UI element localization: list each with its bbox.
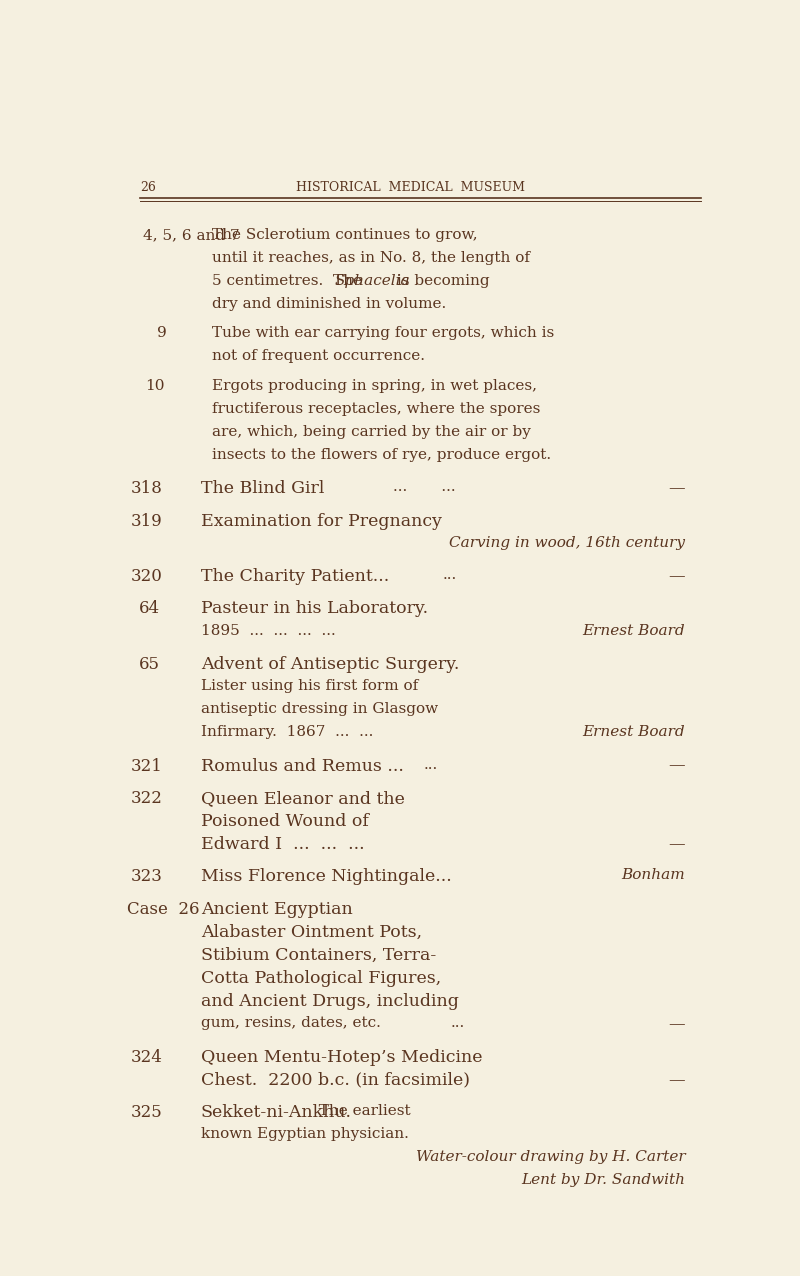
Text: Bonham: Bonham	[622, 869, 685, 883]
Text: Chest.  2200 b.c. (in facsimile): Chest. 2200 b.c. (in facsimile)	[201, 1072, 470, 1088]
Text: Stibium Containers, Terra-: Stibium Containers, Terra-	[201, 947, 436, 963]
Text: 319: 319	[131, 513, 162, 530]
Text: 9: 9	[157, 327, 166, 341]
Text: ...: ...	[442, 568, 457, 582]
Text: Queen Mentu-Hotep’s Medicine: Queen Mentu-Hotep’s Medicine	[201, 1049, 482, 1065]
Text: Queen Eleanor and the: Queen Eleanor and the	[201, 790, 405, 806]
Text: Carving in wood, 16th century: Carving in wood, 16th century	[449, 536, 685, 550]
Text: —: —	[669, 568, 685, 586]
Text: not of frequent occurrence.: not of frequent occurrence.	[212, 350, 426, 364]
Text: ...       ...: ... ...	[393, 480, 455, 494]
Text: 321: 321	[131, 758, 163, 775]
Text: 65: 65	[138, 656, 160, 672]
Text: 10: 10	[145, 379, 165, 393]
Text: Case  26: Case 26	[127, 901, 200, 917]
Text: The earliest: The earliest	[310, 1104, 411, 1118]
Text: ...: ...	[424, 758, 438, 772]
Text: 325: 325	[131, 1104, 162, 1122]
Text: are, which, being carried by the air or by: are, which, being carried by the air or …	[212, 425, 531, 439]
Text: Ancient Egyptian: Ancient Egyptian	[201, 901, 353, 917]
Text: 64: 64	[138, 601, 160, 618]
Text: 26: 26	[140, 181, 156, 194]
Text: ...: ...	[450, 1016, 465, 1030]
Text: until it reaches, as in No. 8, the length of: until it reaches, as in No. 8, the lengt…	[212, 251, 530, 265]
Text: Ernest Board: Ernest Board	[582, 624, 685, 638]
Text: Tube with ear carrying four ergots, which is: Tube with ear carrying four ergots, whic…	[212, 327, 554, 341]
Text: 322: 322	[131, 790, 163, 806]
Text: 318: 318	[131, 480, 163, 498]
Text: Miss Florence Nightingale...: Miss Florence Nightingale...	[201, 869, 451, 886]
Text: The Charity Patient...: The Charity Patient...	[201, 568, 389, 586]
Text: is becoming: is becoming	[392, 274, 490, 288]
Text: —: —	[669, 1072, 685, 1088]
Text: Ergots producing in spring, in wet places,: Ergots producing in spring, in wet place…	[212, 379, 538, 393]
Text: Examination for Pregnancy: Examination for Pregnancy	[201, 513, 442, 530]
Text: 4, 5, 6 and 7: 4, 5, 6 and 7	[142, 228, 239, 242]
Text: insects to the flowers of rye, produce ergot.: insects to the flowers of rye, produce e…	[212, 448, 551, 462]
Text: Sekket-ni-Ankhu.: Sekket-ni-Ankhu.	[201, 1104, 352, 1122]
Text: —: —	[669, 758, 685, 775]
Text: The Sclerotium continues to grow,: The Sclerotium continues to grow,	[212, 228, 478, 242]
Text: Alabaster Ointment Pots,: Alabaster Ointment Pots,	[201, 924, 422, 940]
Text: 323: 323	[131, 869, 163, 886]
Text: 324: 324	[131, 1049, 163, 1065]
Text: Sphacelia: Sphacelia	[334, 274, 410, 288]
Text: Water-colour drawing by H. Carter: Water-colour drawing by H. Carter	[415, 1150, 685, 1164]
Text: gum, resins, dates, etc.: gum, resins, dates, etc.	[201, 1016, 381, 1030]
Text: dry and diminished in volume.: dry and diminished in volume.	[212, 297, 446, 311]
Text: Edward I  ...  ...  ...: Edward I ... ... ...	[201, 836, 364, 854]
Text: 320: 320	[131, 568, 163, 586]
Text: The Blind Girl: The Blind Girl	[201, 480, 324, 498]
Text: —: —	[669, 1016, 685, 1034]
Text: antiseptic dressing in Glasgow: antiseptic dressing in Glasgow	[201, 702, 438, 716]
Text: fructiferous receptacles, where the spores: fructiferous receptacles, where the spor…	[212, 402, 541, 416]
Text: 1895  ...  ...  ...  ...: 1895 ... ... ... ...	[201, 624, 335, 638]
Text: —: —	[669, 836, 685, 854]
Text: Ernest Board: Ernest Board	[582, 725, 685, 739]
Text: known Egyptian physician.: known Egyptian physician.	[201, 1127, 409, 1141]
Text: Cotta Pathological Figures,: Cotta Pathological Figures,	[201, 970, 441, 988]
Text: Infirmary.  1867  ...  ...: Infirmary. 1867 ... ...	[201, 725, 373, 739]
Text: Poisoned Wound of: Poisoned Wound of	[201, 813, 369, 829]
Text: Lent by Dr. Sandwith: Lent by Dr. Sandwith	[521, 1174, 685, 1188]
Text: —: —	[669, 480, 685, 498]
Text: Advent of Antiseptic Surgery.: Advent of Antiseptic Surgery.	[201, 656, 459, 672]
Text: Lister using his first form of: Lister using his first form of	[201, 679, 418, 693]
Text: Pasteur in his Laboratory.: Pasteur in his Laboratory.	[201, 601, 428, 618]
Text: 5 centimetres.  The: 5 centimetres. The	[212, 274, 367, 288]
Text: HISTORICAL  MEDICAL  MUSEUM: HISTORICAL MEDICAL MUSEUM	[295, 181, 525, 194]
Text: Romulus and Remus ...: Romulus and Remus ...	[201, 758, 404, 775]
Text: and Ancient Drugs, including: and Ancient Drugs, including	[201, 993, 458, 1011]
